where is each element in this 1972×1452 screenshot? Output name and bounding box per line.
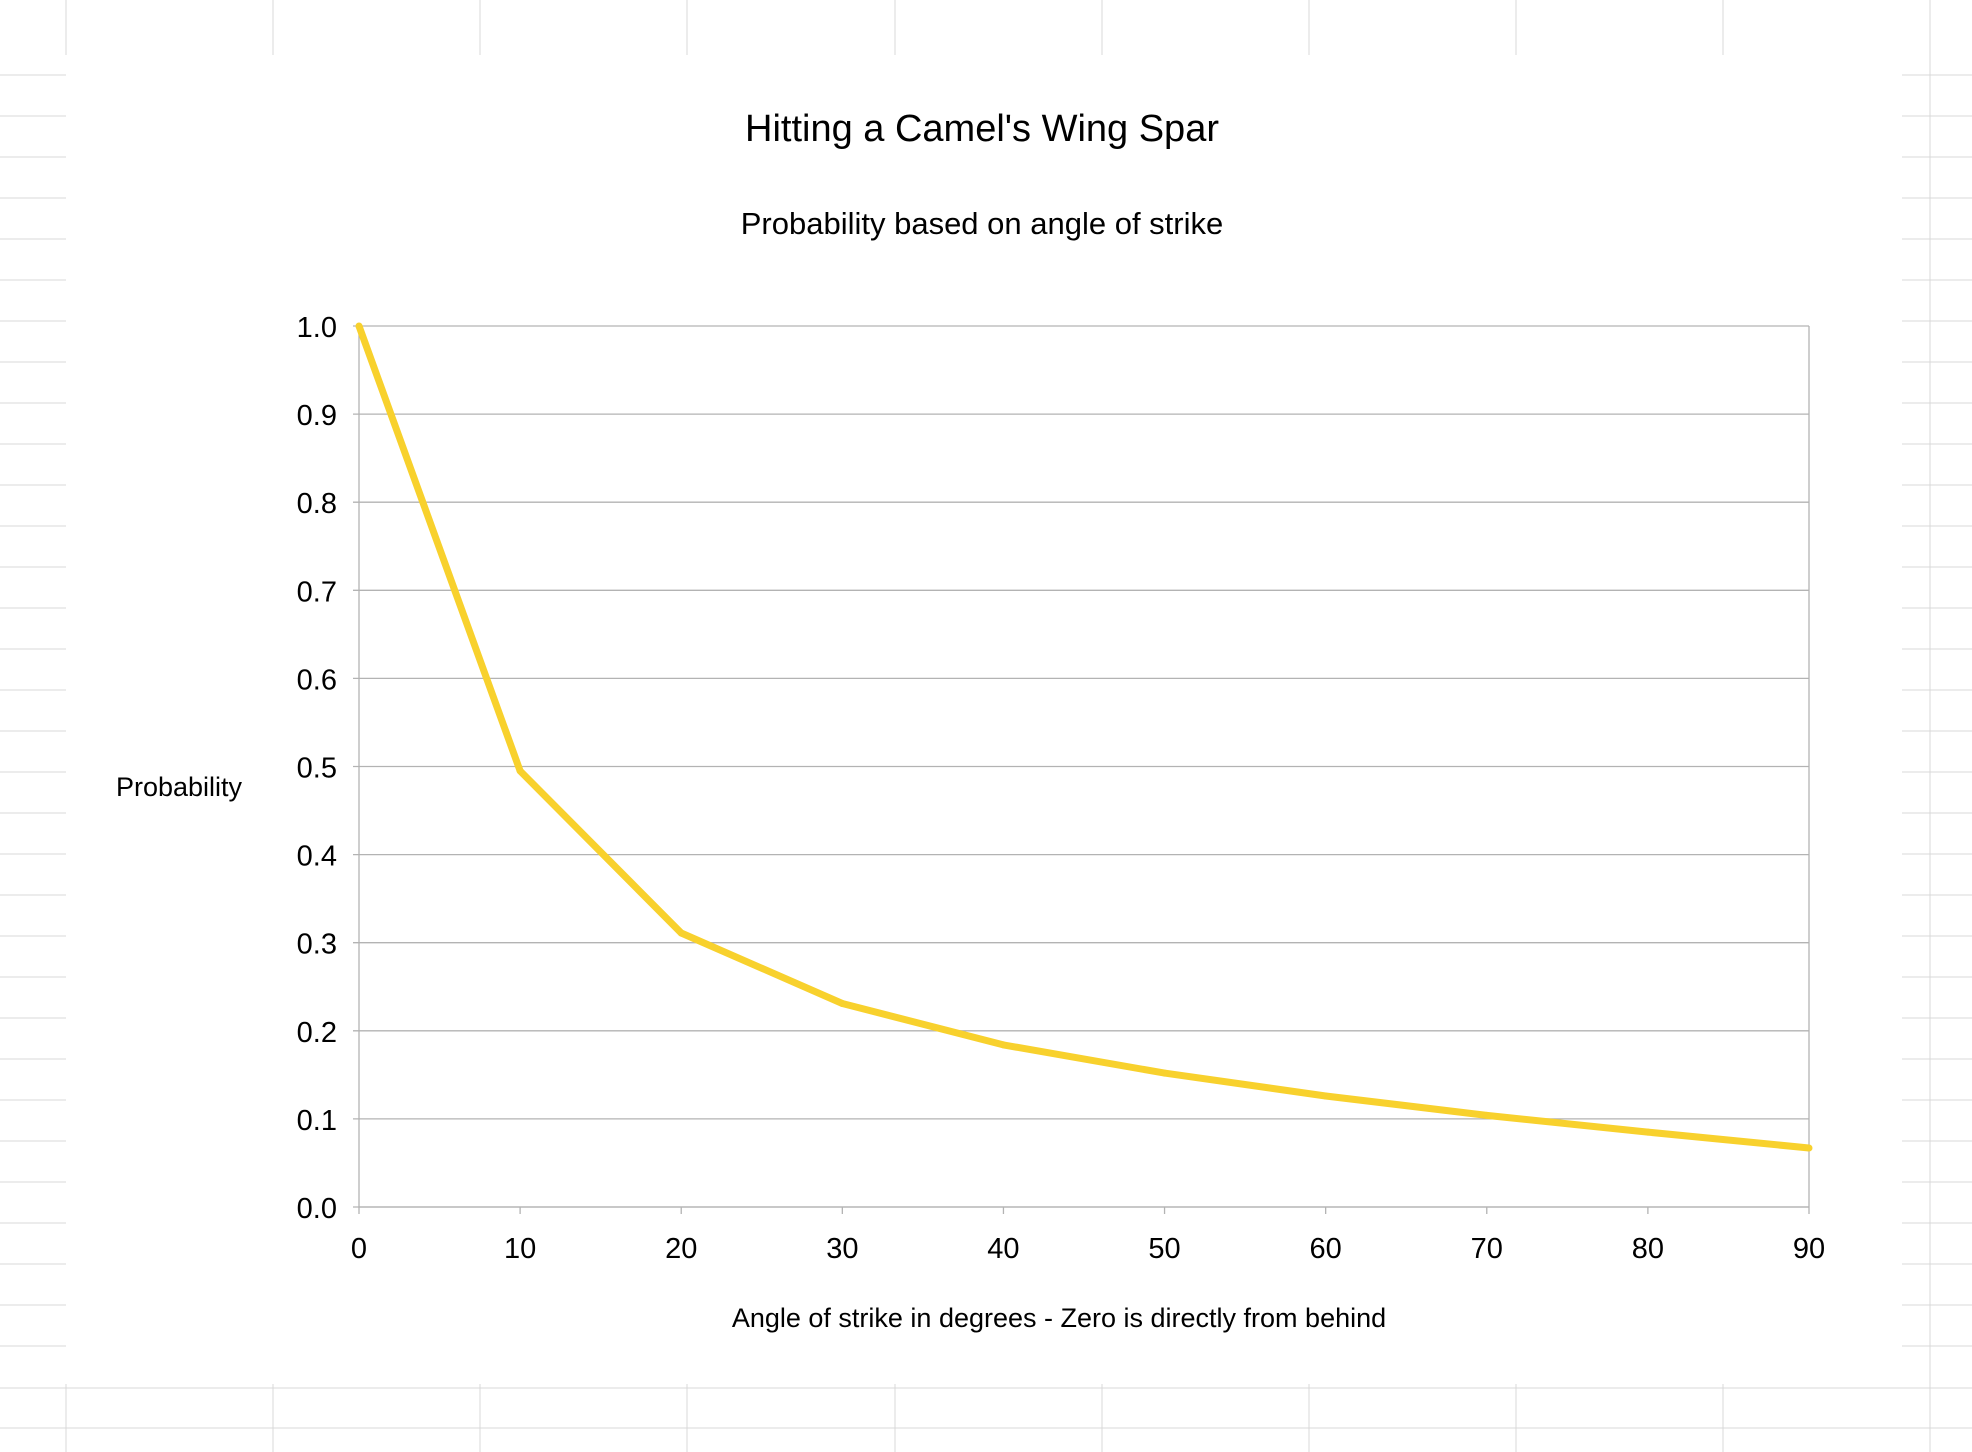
x-tick-label: 90 <box>1793 1233 1825 1265</box>
y-tick-label: 0.2 <box>297 1017 337 1049</box>
data-point <box>1161 1069 1169 1077</box>
data-point <box>516 767 524 775</box>
chart-title: Hitting a Camel's Wing Spar <box>745 108 1219 150</box>
chart-subtitle: Probability based on angle of strike <box>741 206 1224 241</box>
y-tick-label: 0.1 <box>297 1105 337 1137</box>
x-axis-label: Angle of strike in degrees - Zero is dir… <box>732 1303 1386 1333</box>
gridlines <box>353 325 1810 1214</box>
x-tick-label: 30 <box>826 1233 858 1265</box>
x-tick-label: 60 <box>1310 1233 1342 1265</box>
data-point <box>1483 1111 1491 1119</box>
chart-panel[interactable] <box>66 55 1902 1384</box>
y-tick-label: 0.6 <box>297 664 337 696</box>
x-tick-label: 40 <box>987 1233 1019 1265</box>
data-point <box>838 999 846 1007</box>
data-point <box>677 929 685 937</box>
y-tick-label: 0.0 <box>297 1193 337 1225</box>
series-line <box>355 324 1810 1152</box>
x-tick-label: 20 <box>665 1233 697 1265</box>
x-tick-label: 80 <box>1632 1233 1664 1265</box>
axes <box>358 326 1810 1208</box>
y-tick-label: 0.8 <box>297 488 337 520</box>
data-point <box>1322 1092 1330 1100</box>
data-point <box>1805 1144 1813 1152</box>
series-layer <box>355 322 1813 1152</box>
y-tick-label: 0.4 <box>297 841 337 873</box>
y-tick-label: 0.9 <box>297 400 337 432</box>
x-tick-label: 50 <box>1148 1233 1180 1265</box>
data-point <box>999 1041 1007 1049</box>
x-tick-label: 0 <box>351 1233 367 1265</box>
y-tick-label: 0.3 <box>297 929 337 961</box>
data-point <box>355 322 363 330</box>
data-point <box>1644 1128 1652 1136</box>
y-tick-label: 0.7 <box>297 576 337 608</box>
y-tick-label: 0.5 <box>297 753 337 785</box>
y-tick-label: 1.0 <box>297 312 337 344</box>
y-axis-label: Probability <box>116 772 243 802</box>
x-tick-label: 10 <box>504 1233 536 1265</box>
x-tick-label: 70 <box>1471 1233 1503 1265</box>
tick-labels: 0.0 0.1 0.2 0.3 0.4 0.5 0.6 0.7 0.8 0.9 1.0 0 10 20 30… <box>297 312 1825 1265</box>
